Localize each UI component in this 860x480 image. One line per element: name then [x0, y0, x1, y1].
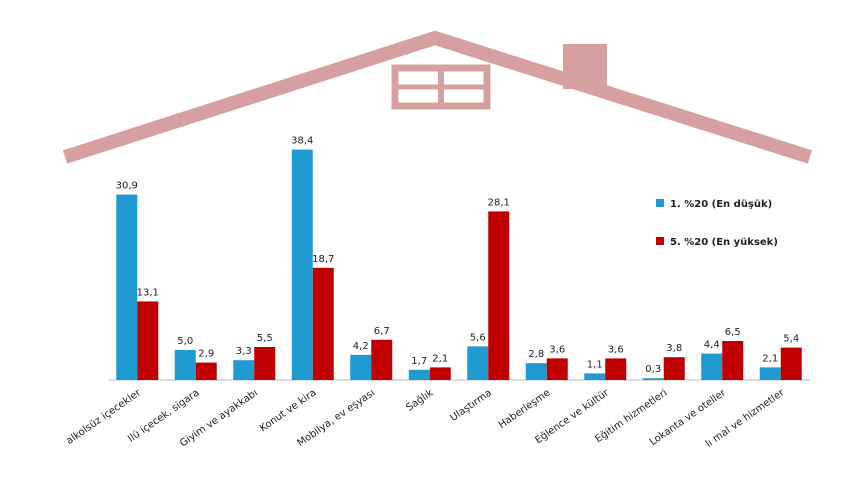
value-label: 5,4 [783, 334, 799, 345]
value-label: 4,2 [353, 341, 369, 352]
bar [467, 346, 489, 380]
value-label: 2,9 [198, 349, 214, 360]
value-label: 28,1 [488, 197, 510, 208]
bar [408, 369, 430, 380]
value-label: 5,0 [177, 336, 193, 347]
bar [642, 378, 664, 380]
value-label: 0,3 [645, 364, 661, 375]
bar [759, 367, 781, 380]
bar [546, 358, 568, 380]
value-label: 38,4 [291, 136, 313, 147]
bar [371, 339, 393, 380]
bar [195, 362, 217, 380]
value-label: 1,7 [411, 356, 427, 367]
value-label: 18,7 [312, 254, 334, 265]
bar [488, 211, 510, 380]
bar [605, 358, 627, 380]
bar [584, 373, 606, 380]
legend-swatch [656, 237, 664, 245]
x-tick-label: Konut ve kira [258, 387, 318, 434]
x-tick-label: Ulaştırma [448, 387, 494, 424]
value-label: 3,8 [666, 343, 682, 354]
value-label: 6,5 [725, 327, 741, 338]
bar [722, 341, 744, 380]
legend-swatch [656, 199, 664, 207]
value-label: 30,9 [116, 181, 138, 192]
value-label: 2,8 [528, 349, 544, 360]
bar [254, 347, 276, 380]
bar [525, 363, 547, 380]
bar [780, 347, 802, 380]
bar [291, 149, 313, 380]
value-label: 1,1 [587, 359, 603, 370]
value-label: 3,3 [236, 346, 252, 357]
house-decoration [62, 30, 813, 164]
bar [701, 353, 723, 380]
bar [174, 350, 196, 380]
value-label: 5,5 [257, 333, 273, 344]
bar [233, 360, 255, 380]
x-tick-label: Haberleşme [497, 387, 553, 431]
bar [429, 367, 451, 380]
value-label: 3,6 [608, 344, 624, 355]
x-tick-label: Sağlık [404, 387, 436, 414]
value-label: 3,6 [549, 344, 565, 355]
bar [312, 267, 334, 380]
legend-label: 5. %20 (En yüksek) [670, 237, 778, 248]
bar [116, 194, 138, 380]
value-label: 4,4 [704, 340, 720, 351]
bar [663, 357, 685, 380]
value-label: 2,1 [762, 353, 778, 364]
bar [137, 301, 159, 380]
value-label: 5,6 [470, 332, 486, 343]
value-label: 6,7 [374, 326, 390, 337]
value-label: 13,1 [137, 287, 159, 298]
value-label: 2,1 [432, 353, 448, 364]
legend-label: 1. %20 (En düşük) [670, 199, 772, 210]
bar [350, 354, 372, 380]
